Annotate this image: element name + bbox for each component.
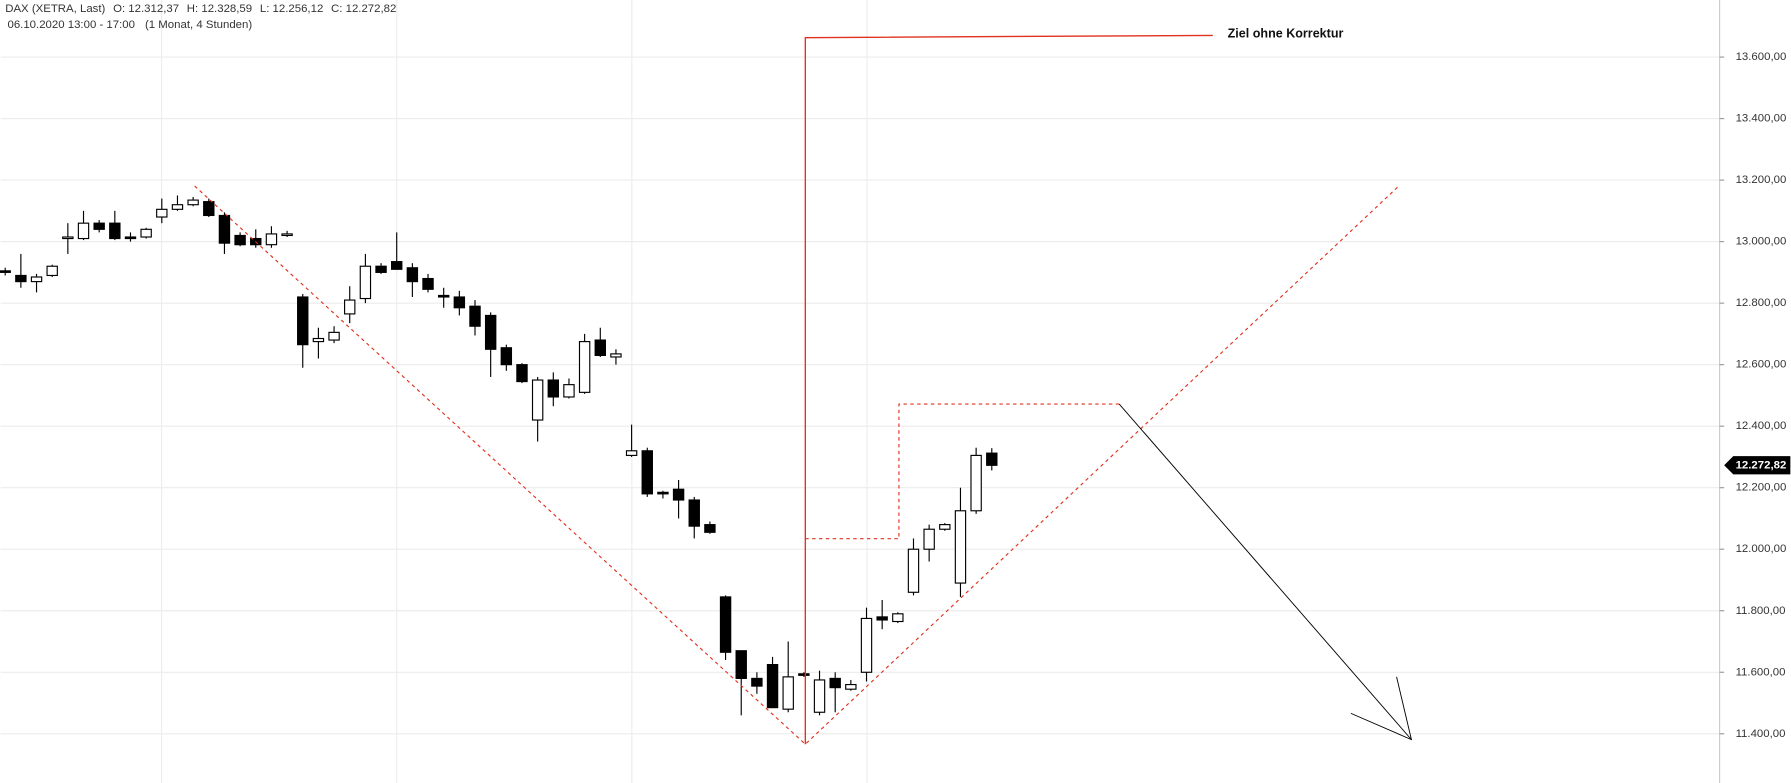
- y-axis: 11.400,00 11.600,00 11.800,00 12.000,00 12.2…: [1719, 51, 1791, 740]
- date-range: 06.10.2020 13:00 - 17:00: [7, 19, 134, 31]
- candle-body: [437, 294, 450, 298]
- candle-body: [986, 452, 998, 466]
- candle-body: [829, 677, 841, 689]
- candle-body: [156, 208, 168, 218]
- ohlc-info: O: 12.312,37: [113, 3, 179, 15]
- candle-body: [813, 679, 826, 713]
- candle-body: [124, 236, 137, 240]
- candle-body: [766, 664, 779, 709]
- annotation: Ziel ohne Korrektur: [1228, 27, 1344, 41]
- candle-body: [923, 528, 935, 550]
- last-price-label: 12.272,82: [1736, 459, 1787, 471]
- candle-body: [312, 337, 325, 343]
- y-tick-label: 12.400,00: [1736, 420, 1787, 432]
- arrow-head: [1350, 676, 1413, 741]
- y-tick-label: 12.600,00: [1736, 359, 1787, 371]
- candle-body: [469, 305, 481, 327]
- candle-body: [860, 617, 873, 673]
- subheader: 06.10.2020 13:00 - 17:00 (1 Monat, 4 Stu…: [7, 19, 252, 31]
- ohlc-info: L: 12.256,12: [260, 3, 323, 15]
- y-tick-label: 13.600,00: [1736, 51, 1787, 63]
- candle-body: [578, 341, 591, 393]
- instrument: DAX (XETRA, Last): [5, 3, 105, 15]
- ohlc-info: C: 12.272,82: [331, 3, 396, 15]
- candle-body: [375, 265, 387, 273]
- candle-body: [610, 353, 622, 358]
- candle-body: [719, 596, 732, 653]
- candle-body: [907, 548, 920, 593]
- time-grid: [161, 0, 868, 783]
- candle-body: [594, 339, 606, 357]
- candle-body: [798, 673, 810, 676]
- candle-body: [406, 267, 419, 283]
- target-line: [804, 34, 1213, 745]
- y-tick-label: 12.000,00: [1736, 543, 1787, 555]
- y-tick-label: 13.400,00: [1736, 113, 1787, 125]
- candle-body: [171, 204, 184, 210]
- candles: [0, 195, 998, 716]
- candle-body: [704, 524, 716, 533]
- candle-body: [391, 261, 403, 270]
- y-tick-label: 13.200,00: [1736, 174, 1787, 186]
- last-price-tag: [1724, 456, 1791, 475]
- candle-body: [93, 222, 105, 230]
- candle-body: [422, 277, 434, 290]
- y-tick-label: 11.600,00: [1736, 666, 1786, 678]
- ohlc-info: H: 12.328,59: [187, 3, 252, 15]
- candle-body: [30, 276, 43, 283]
- arrow-line: [1118, 403, 1412, 740]
- candle-body: [453, 296, 466, 309]
- candle-body: [62, 236, 74, 240]
- candle-body: [782, 676, 794, 710]
- y-tick-label: 11.400,00: [1736, 728, 1786, 740]
- candle-body: [625, 450, 638, 456]
- candle-body: [46, 265, 58, 277]
- candle-body: [672, 488, 685, 501]
- candle-body: [563, 384, 575, 398]
- candle-body: [954, 510, 967, 584]
- candle-body: [735, 650, 747, 679]
- candle-body: [657, 491, 669, 495]
- candle-body: [970, 454, 982, 512]
- candle-body: [500, 347, 513, 366]
- candle-body: [845, 683, 857, 690]
- candle-body: [876, 616, 888, 621]
- candle-body: [939, 524, 951, 530]
- correction-line: [805, 403, 1120, 540]
- value-grid: [0, 56, 1720, 735]
- candle-body: [0, 270, 11, 273]
- candle-body: [77, 222, 90, 240]
- candle-body: [140, 228, 152, 238]
- drawings: [194, 34, 1413, 745]
- candle-body: [688, 499, 700, 527]
- y-tick-label: 11.800,00: [1736, 605, 1786, 617]
- y-tick-label: 12.800,00: [1736, 297, 1787, 309]
- candle-body: [328, 331, 340, 341]
- period: (1 Monat, 4 Stunden): [145, 19, 252, 31]
- candle-body: [344, 299, 356, 315]
- trend-lines: [194, 184, 1401, 745]
- candle-body: [15, 274, 27, 283]
- header: DAX (XETRA, Last) O: 12.312,37 H: 12.328…: [5, 3, 396, 15]
- candle-body: [547, 379, 560, 398]
- candle-body: [109, 222, 121, 240]
- candle-body: [203, 201, 215, 217]
- candle-body: [187, 199, 199, 206]
- y-tick-label: 13.000,00: [1736, 236, 1787, 248]
- candle-body: [218, 214, 231, 244]
- candle-body: [234, 234, 246, 246]
- candle-body: [531, 379, 544, 421]
- candle-body: [751, 677, 763, 687]
- y-tick-label: 12.200,00: [1736, 482, 1787, 494]
- candle-body: [359, 265, 372, 300]
- candle-body: [641, 450, 653, 495]
- candle-body: [484, 314, 497, 350]
- candle-body: [516, 364, 528, 383]
- candle-body: [281, 233, 293, 237]
- candle-body: [892, 613, 904, 623]
- candle-body: [297, 296, 309, 346]
- candle-body: [265, 233, 278, 246]
